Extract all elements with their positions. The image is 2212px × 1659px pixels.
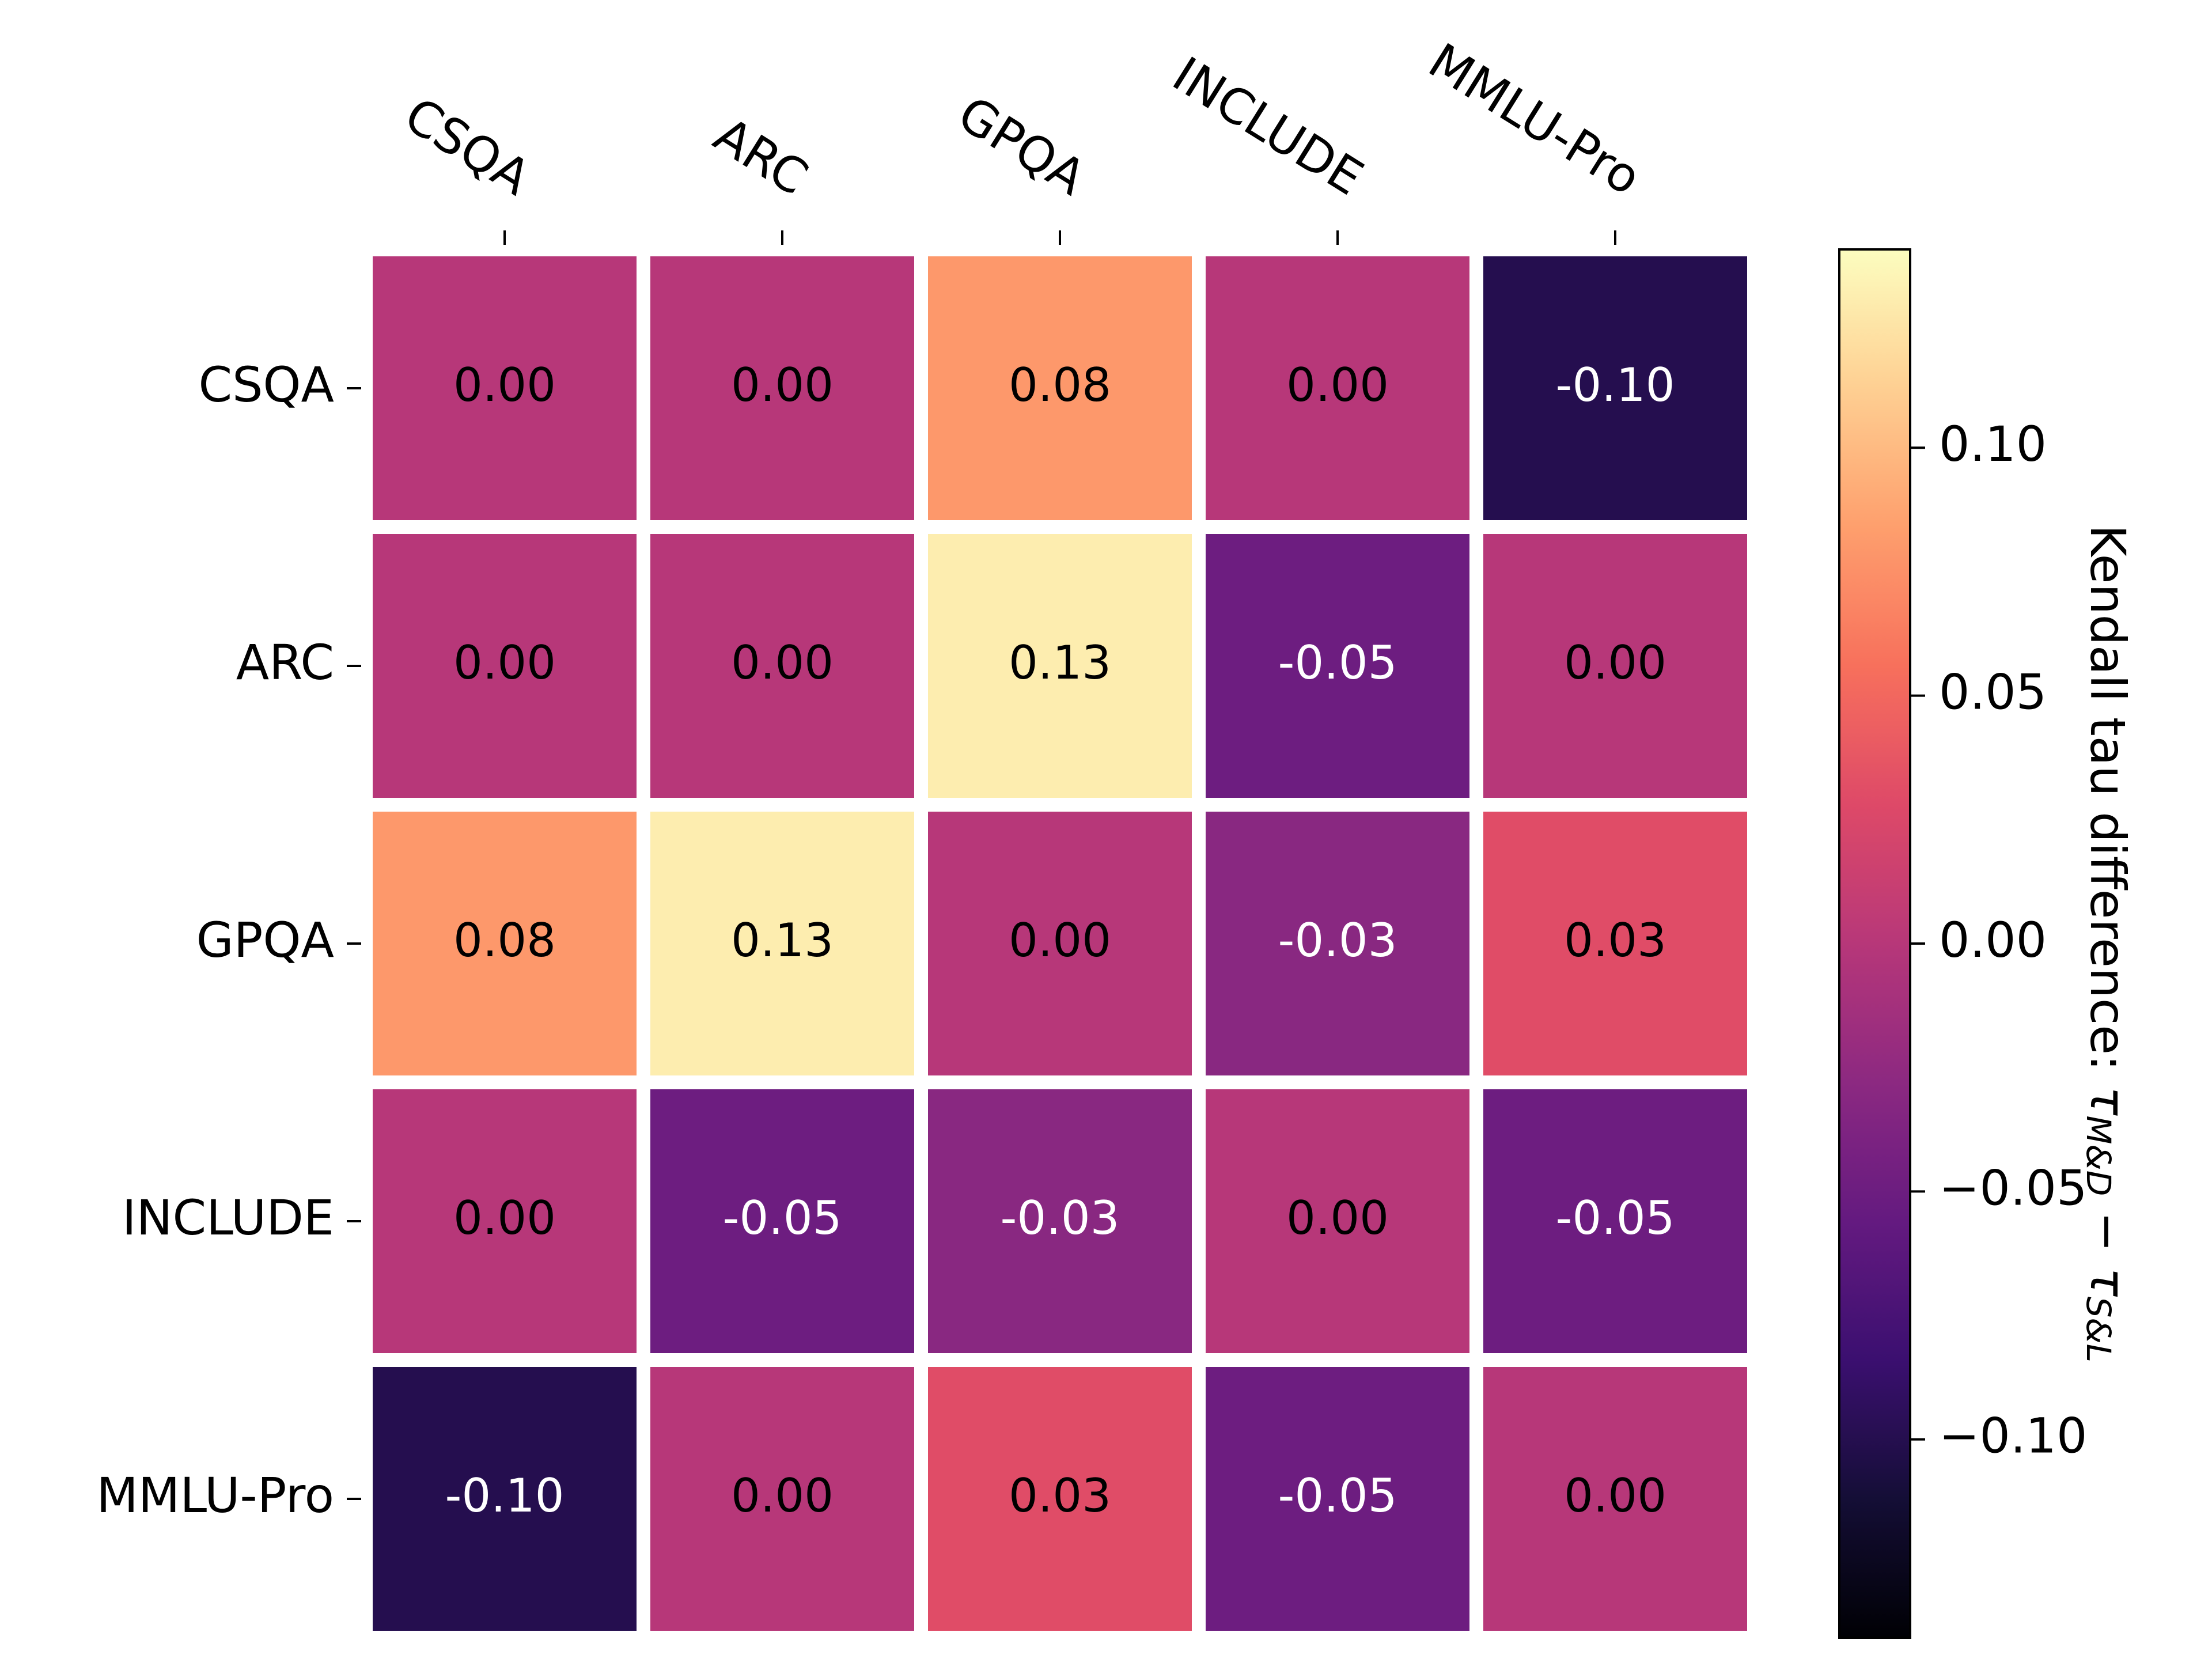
- cell-value-label: -0.05: [1278, 636, 1397, 690]
- heatmap-cell: [928, 256, 1192, 520]
- heatmap-cell: [373, 1089, 637, 1353]
- heatmap-cell: [650, 534, 914, 798]
- colorbar-label-text: Kendall tau difference:: [2080, 525, 2136, 1086]
- heatmap-cell: [373, 812, 637, 1075]
- cell-value-label: 0.00: [1564, 636, 1666, 690]
- heatmap-cell: [1206, 534, 1469, 798]
- heatmap-cell: [373, 1367, 637, 1631]
- colorbar-tick-label: 0.10: [1939, 416, 2047, 472]
- colorbar: 0.10 0.05 0.00 −0.05 −0.10 Kendall tau diffe…: [1838, 248, 2136, 1639]
- heatmap-cell: [373, 256, 637, 520]
- heatmap-cell: [373, 534, 637, 798]
- heatmap-cell: [1206, 256, 1469, 520]
- cell-value-label: 0.08: [1009, 358, 1111, 412]
- cell-value-label: 0.00: [731, 636, 834, 690]
- heatmap-cell: [1483, 534, 1747, 798]
- colorbar-tick-label: −0.10: [1939, 1408, 2087, 1464]
- colorbar-title: Kendall tau difference: τM&D − τS&L: [2079, 525, 2136, 1362]
- cell-value-label: 0.00: [731, 358, 834, 412]
- heatmap-cell: [650, 256, 914, 520]
- heatmap-cell: [1206, 812, 1469, 1075]
- cell-value-label: 0.13: [1009, 636, 1111, 690]
- heatmap-cell: [650, 1367, 914, 1631]
- heatmap-cell: [1206, 1089, 1469, 1353]
- colorbar-gradient: [1838, 248, 1911, 1639]
- heatmap-cell: [928, 534, 1192, 798]
- colorbar-tick-label: 0.00: [1939, 912, 2047, 968]
- cell-value-label: 0.00: [1286, 1191, 1389, 1245]
- cell-value-label: -0.05: [723, 1191, 842, 1245]
- cell-value-label: 0.00: [1564, 1469, 1666, 1522]
- y-tick-label: MMLU-Pro: [96, 1467, 334, 1524]
- x-tick-label: INCLUDE: [1163, 46, 1373, 206]
- heatmap-cell: [1483, 1089, 1747, 1353]
- heatmap-cell: [928, 1367, 1192, 1631]
- cell-value-label: 0.00: [453, 636, 556, 690]
- heatmap-cell: [650, 812, 914, 1075]
- x-tick-label: GPQA: [948, 85, 1095, 206]
- heatmap-cell: [1206, 1367, 1469, 1631]
- y-axis-left: CSQA ARC GPQA INCLUDE MMLU-Pro: [96, 357, 361, 1524]
- cell-value-label: -0.05: [1556, 1191, 1675, 1245]
- heatmap-cell: [1483, 812, 1747, 1075]
- heatmap-cell: [1483, 1367, 1747, 1631]
- heatmap-cell: [928, 812, 1192, 1075]
- x-axis-top: CSQA ARC GPQA INCLUDE MMLU-Pro: [395, 32, 1650, 245]
- x-tick-label: MMLU-Pro: [1419, 32, 1650, 206]
- cell-value-label: 0.03: [1564, 914, 1666, 967]
- cell-value-label: 0.00: [731, 1469, 834, 1522]
- x-tick-label: CSQA: [395, 86, 540, 206]
- cell-value-label: -0.05: [1278, 1469, 1397, 1522]
- cell-value-label: 0.03: [1009, 1469, 1111, 1522]
- y-tick-label: INCLUDE: [122, 1190, 334, 1246]
- y-tick-label: GPQA: [196, 912, 334, 968]
- cell-value-label: 0.00: [453, 358, 556, 412]
- cell-value-label: 0.00: [1009, 914, 1111, 967]
- heatmap-cell: [928, 1089, 1192, 1353]
- cell-value-label: -0.10: [1556, 358, 1675, 412]
- heatmap-cell: [1483, 256, 1747, 520]
- colorbar-ticks: 0.10 0.05 0.00 −0.05 −0.10: [1910, 416, 2087, 1464]
- x-tick-label: ARC: [704, 107, 817, 206]
- cell-value-label: 0.00: [453, 1191, 556, 1245]
- colorbar-tick-label: −0.05: [1939, 1160, 2087, 1216]
- cell-value-label: 0.08: [453, 914, 556, 967]
- y-tick-label: ARC: [236, 634, 334, 691]
- cell-value-label: -0.03: [1001, 1191, 1120, 1245]
- colorbar-tick-label: 0.05: [1939, 664, 2047, 721]
- cell-value-label: -0.10: [445, 1469, 565, 1522]
- cell-value-label: -0.03: [1278, 914, 1397, 967]
- heatmap-cell: [650, 1089, 914, 1353]
- heatmap-cells: 0.00 0.00 0.08 0.00 -0.10 0.00 0.00 0.13 -0.05 0.…: [373, 256, 1747, 1631]
- cell-value-label: 0.00: [1286, 358, 1389, 412]
- y-tick-label: CSQA: [198, 357, 334, 413]
- cell-value-label: 0.13: [731, 914, 834, 967]
